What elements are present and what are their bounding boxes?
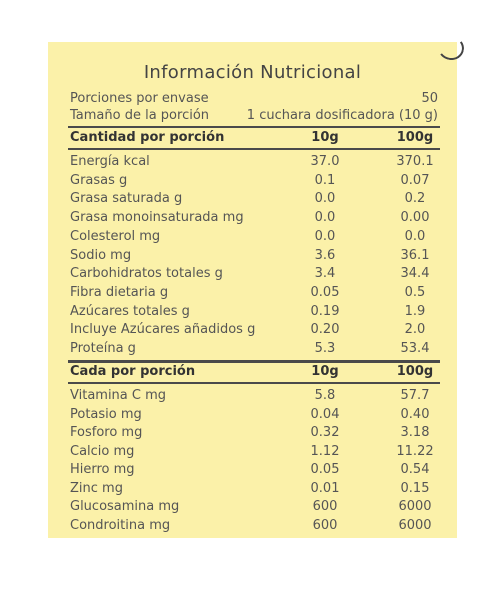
value-100g: 1.9	[404, 303, 426, 319]
nutrient-name: Fibra dietaria g	[70, 284, 169, 300]
value-100g: 11.22	[396, 443, 434, 459]
section1-header-col1: 10g	[311, 130, 339, 145]
serving-size-value: 1 cuchara dosificadora (10 g)	[246, 108, 438, 123]
nutrient-name: Carbohidratos totales g	[70, 266, 223, 282]
nutrient-row: Hierro mg 0.05 0.54	[70, 462, 438, 481]
section2-header-col1: 10g	[311, 364, 339, 379]
nutrient-row: Energía kcal 37.0 370.1	[70, 154, 438, 173]
section2-header-label: Cada por porción	[70, 364, 196, 379]
nutrient-name: Calcio mg	[70, 443, 135, 459]
value-100g: 0.15	[400, 480, 430, 496]
nutrient-name: Sodio mg	[70, 247, 132, 263]
serving-size-row: Tamaño de la porción 1 cuchara dosificad…	[70, 108, 438, 123]
nutrient-row: Glucosamina mg 600 6000	[70, 499, 438, 518]
nutrient-row: Proteína g 5.3 53.4	[70, 341, 438, 360]
serving-size-label: Tamaño de la porción	[70, 108, 210, 123]
nutrient-name: Vitamina C mg	[70, 388, 167, 403]
servings-value: 50	[421, 91, 438, 106]
value-10g: 600	[312, 517, 338, 533]
value-100g: 2.0	[404, 322, 426, 338]
nutrient-name: Grasa monoinsaturada mg	[70, 210, 244, 226]
value-10g: 0.0	[314, 191, 336, 207]
value-10g: 0.01	[310, 480, 340, 496]
value-10g: 3.6	[314, 247, 336, 263]
value-10g: 0.32	[310, 425, 340, 440]
value-10g: 600	[312, 499, 338, 514]
value-100g: 53.4	[400, 341, 430, 356]
divider-mid	[68, 360, 440, 363]
value-10g: 37.0	[310, 154, 340, 169]
nutrient-row: Grasa saturada g 0.0 0.2	[70, 191, 438, 210]
servings-label: Porciones por envase	[70, 91, 209, 106]
value-100g: 0.07	[400, 172, 430, 188]
section1-header-col2: 100g	[396, 130, 434, 145]
nutrient-name: Hierro mg	[70, 462, 135, 477]
nutrient-row: Incluye Azúcares añadidos g 0.20 2.0	[70, 322, 438, 341]
divider-section2	[68, 382, 440, 384]
value-100g: 0.5	[404, 284, 426, 300]
nutrient-name: Glucosamina mg	[70, 499, 180, 514]
nutrient-name: Azúcares totales g	[70, 303, 190, 319]
value-100g: 6000	[398, 499, 432, 514]
nutrient-name: Grasas g	[70, 172, 128, 188]
nutrient-name: Energía kcal	[70, 154, 150, 169]
value-10g: 5.8	[314, 388, 336, 403]
nutrition-label: Información Nutricional Porciones por en…	[48, 42, 457, 538]
nutrient-row: Grasas g 0.1 0.07	[70, 173, 438, 192]
value-100g: 36.1	[400, 247, 430, 263]
nutrient-name: Potasio mg	[70, 406, 142, 422]
nutrient-name: Colesterol mg	[70, 228, 161, 244]
value-10g: 1.12	[310, 443, 340, 459]
value-100g: 0.40	[400, 406, 430, 422]
value-10g: 0.05	[310, 462, 340, 477]
nutrient-name: Condroitina mg	[70, 517, 171, 533]
value-10g: 0.20	[310, 322, 340, 338]
value-100g: 0.2	[404, 191, 426, 207]
value-100g: 6000	[398, 517, 432, 533]
nutrient-row: Sodio mg 3.6 36.1	[70, 248, 438, 267]
value-10g: 5.3	[314, 341, 336, 356]
section1-header-label: Cantidad por porción	[70, 130, 225, 145]
value-100g: 0.0	[404, 228, 426, 244]
value-100g: 370.1	[396, 154, 434, 169]
divider-section1	[68, 148, 440, 150]
nutrient-row: Potasio mg 0.04 0.40	[70, 407, 438, 426]
section2-header-col2: 100g	[396, 364, 434, 379]
nutrient-row: Condroitina mg 600 6000	[70, 518, 438, 537]
nutrient-row: Colesterol mg 0.0 0.0	[70, 229, 438, 248]
value-10g: 0.0	[314, 228, 336, 244]
value-100g: 57.7	[400, 388, 430, 403]
nutrient-name: Proteína g	[70, 341, 136, 356]
value-10g: 0.05	[310, 284, 340, 300]
value-10g: 0.0	[314, 210, 336, 226]
value-10g: 0.1	[314, 172, 336, 188]
value-100g: 3.18	[400, 425, 430, 440]
value-100g: 0.00	[400, 210, 430, 226]
nutrient-name: Zinc mg	[70, 480, 123, 496]
nutrient-row: Fosforo mg 0.32 3.18	[70, 425, 438, 444]
value-10g: 3.4	[314, 266, 336, 282]
value-100g: 0.54	[400, 462, 430, 477]
nutrient-row: Calcio mg 1.12 11.22	[70, 444, 438, 463]
servings-row: Porciones por envase 50	[70, 91, 438, 106]
nutrient-row: Azúcares totales g 0.19 1.9	[70, 304, 438, 323]
nutrient-row: Zinc mg 0.01 0.15	[70, 481, 438, 500]
value-10g: 0.19	[310, 303, 340, 319]
value-100g: 34.4	[400, 266, 430, 282]
nutrient-row: Vitamina C mg 5.8 57.7	[70, 388, 438, 407]
nutrient-name: Fosforo mg	[70, 425, 143, 440]
divider-top	[68, 126, 440, 128]
nutrient-name: Incluye Azúcares añadidos g	[70, 322, 256, 338]
value-10g: 0.04	[310, 406, 340, 422]
nutrient-row: Carbohidratos totales g 3.4 34.4	[70, 266, 438, 285]
nutrient-row: Fibra dietaria g 0.05 0.5	[70, 285, 438, 304]
nutrient-row: Grasa monoinsaturada mg 0.0 0.00	[70, 210, 438, 229]
label-title: Información Nutricional	[143, 62, 362, 83]
nutrient-name: Grasa saturada g	[70, 191, 183, 207]
